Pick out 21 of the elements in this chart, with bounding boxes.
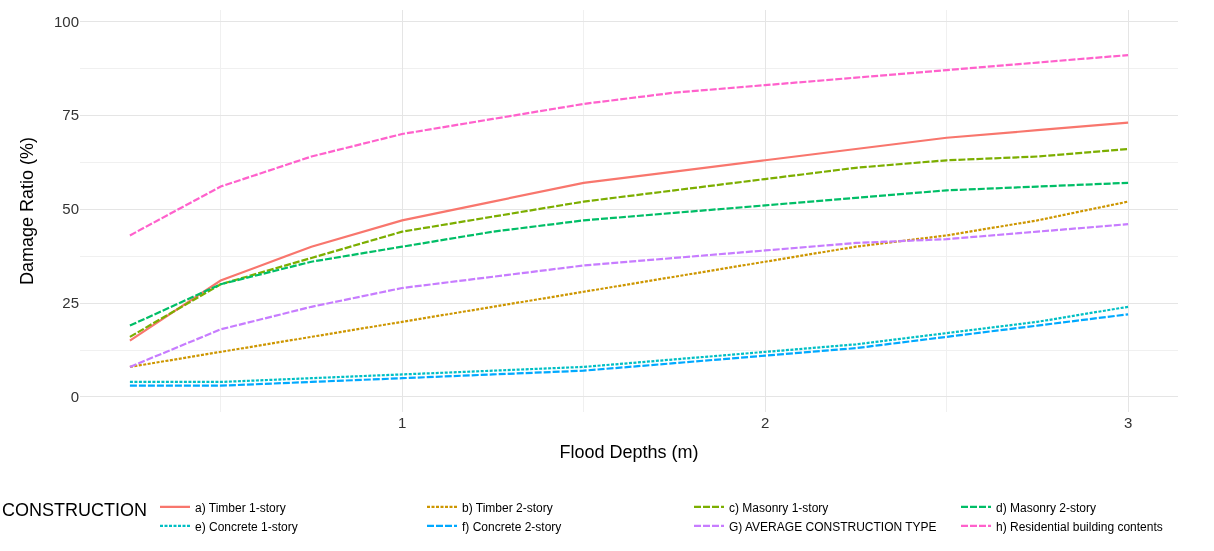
legend-label: b) Timber 2-story — [462, 500, 553, 515]
legend-label: f) Concrete 2-story — [462, 519, 562, 534]
y-tick-label: 75 — [62, 106, 79, 124]
x-axis-title: Flood Depths (m) — [559, 442, 699, 463]
y-axis-title: Damage Ratio (%) — [17, 136, 38, 286]
y-tick-label: 0 — [70, 388, 79, 406]
y-tick-label: 50 — [62, 200, 79, 218]
line-series — [128, 181, 1130, 327]
legend-label: c) Masonry 1-story — [729, 500, 829, 515]
x-tick-label: 2 — [760, 414, 770, 431]
legend-label: h) Residential building contents — [996, 519, 1163, 534]
legend-label: a) Timber 1-story — [195, 500, 286, 515]
y-tick-label: 100 — [53, 12, 79, 30]
x-tick-label: 1 — [397, 414, 407, 431]
x-tick-label: 3 — [1123, 414, 1133, 431]
legend-label: e) Concrete 1-story — [195, 519, 298, 534]
line-series — [128, 53, 1130, 237]
y-tick-label: 25 — [62, 294, 79, 312]
legend-label: G) AVERAGE CONSTRUCTION TYPE — [729, 519, 937, 534]
legend-title: CONSTRUCTION — [2, 499, 147, 520]
legend-label: d) Masonry 2-story — [996, 500, 1097, 515]
